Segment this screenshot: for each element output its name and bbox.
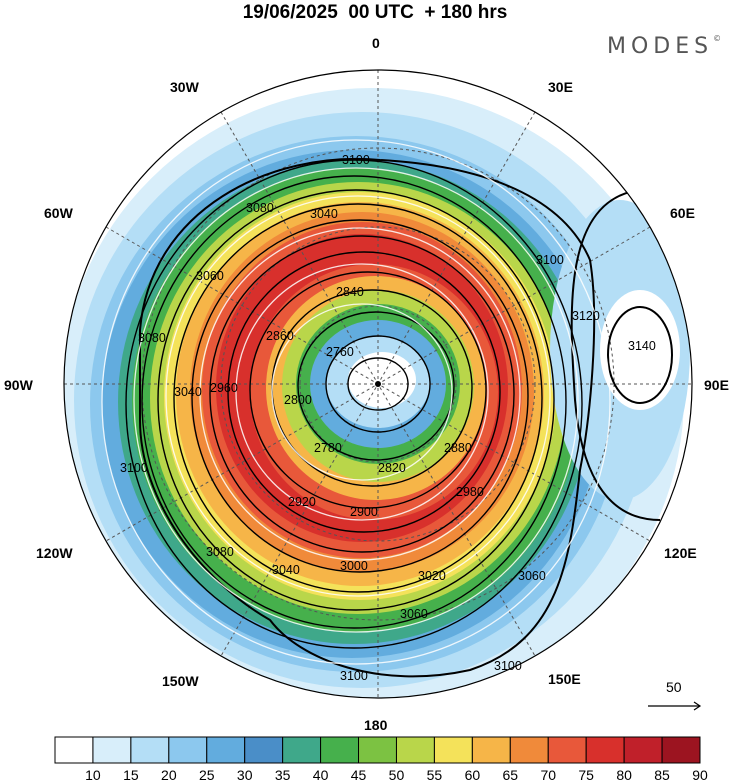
colorbar-label: 10 — [85, 767, 101, 782]
colorbar-label: 55 — [427, 767, 443, 782]
brand-mark: © — [713, 34, 722, 43]
lon-label-30w: 30W — [170, 79, 200, 95]
contour-label: 2840 — [336, 285, 364, 299]
lon-label-60w: 60W — [44, 205, 74, 221]
colorbar-swatch — [54, 736, 94, 764]
wind-arrows — [101, 139, 611, 665]
colorbar-swatch — [623, 736, 663, 764]
colorbar-label: 80 — [616, 767, 632, 782]
wind-reference-vector: 50 — [648, 679, 702, 711]
colorbar-label: 85 — [654, 767, 670, 782]
longitude-labels: 0 30E 60E 90E 120E 150E 180 150W 120W 90… — [4, 35, 729, 733]
lon-label-90w: 90W — [4, 377, 34, 393]
map-title: 19/06/2025 00 UTC + 180 hrs — [242, 2, 508, 23]
lon-label-150e: 150E — [548, 671, 581, 687]
colorbar-label: 40 — [313, 767, 329, 782]
brand-name: MODES — [607, 34, 714, 59]
contour-label: 2980 — [456, 485, 484, 499]
contour-label: 2900 — [350, 505, 378, 519]
contour-label: 3060 — [400, 607, 428, 621]
contour-label: 3100 — [536, 253, 564, 267]
contour-label: 2960 — [210, 381, 238, 395]
contour-label: 3100 — [342, 153, 370, 167]
colorbar-label: 60 — [465, 767, 481, 782]
colorbar-label: 20 — [161, 767, 177, 782]
contour-label: 3100 — [494, 659, 522, 673]
colorbar-swatch — [206, 736, 246, 764]
colorbar-label: 50 — [389, 767, 405, 782]
contour-label: 3000 — [340, 559, 368, 573]
colorbar-label: 30 — [237, 767, 253, 782]
contour-label: 3080 — [206, 545, 234, 559]
colorbar-swatch — [585, 736, 625, 764]
colorbar-swatch — [358, 736, 397, 764]
lon-label-120e: 120E — [664, 545, 697, 561]
contour-label: 2800 — [284, 393, 312, 407]
contour-label: 3100 — [120, 461, 148, 475]
colorbar-swatch — [661, 736, 701, 764]
contour-label-group: 3100 3080 3040 3060 2760 2780 2800 2820 … — [120, 153, 656, 683]
colorbar-swatch — [509, 736, 549, 764]
contour-label: 3040 — [310, 207, 338, 221]
colorbar-swatch — [547, 736, 587, 764]
south-pole-marker — [375, 381, 381, 387]
colorbar-swatch — [282, 736, 322, 764]
colorbar-label: 25 — [199, 767, 215, 782]
colorbar-label: 35 — [275, 767, 291, 782]
contour-label: 3020 — [418, 569, 446, 583]
colorbar-swatch — [320, 736, 360, 764]
colorbar-label: 65 — [503, 767, 519, 782]
wind-reference-label: 50 — [666, 679, 682, 695]
map-boundary — [63, 69, 693, 699]
colorbar-label: 75 — [578, 767, 594, 782]
lon-label-90e: 90E — [704, 377, 729, 393]
colorbar-swatch — [168, 736, 208, 764]
colorbar-swatch — [244, 736, 284, 764]
contour-label: 3120 — [572, 309, 600, 323]
colorbar-swatch — [471, 736, 511, 764]
contour-label: 3140 — [628, 339, 656, 353]
colorbar-swatch — [130, 736, 170, 764]
contour-label: 2860 — [266, 329, 294, 343]
lon-label-60e: 60E — [670, 205, 695, 221]
contour-label: 3080 — [138, 331, 166, 345]
colorbar-label: 15 — [123, 767, 139, 782]
contour-label: 3080 — [246, 201, 274, 215]
colorbar-label: 90 — [692, 767, 708, 782]
height-contours — [125, 158, 673, 678]
contour-label: 2760 — [326, 345, 354, 359]
colorbar-swatch — [395, 736, 435, 764]
colorbar-swatch — [92, 736, 132, 764]
contour-label: 3060 — [518, 569, 546, 583]
lon-label-120w: 120W — [36, 545, 73, 561]
contour-label: 3060 — [196, 269, 224, 283]
lon-label-30e: 30E — [548, 79, 573, 95]
contour-label: 3040 — [272, 563, 300, 577]
contour-label: 2880 — [444, 441, 472, 455]
lon-label-150w: 150W — [162, 673, 199, 689]
colorbar-swatch — [433, 736, 473, 764]
contour-label: 2920 — [288, 495, 316, 509]
colorbar: 10 15 20 25 30 35 40 45 50 55 60 65 70 75 80 85 90 — [54, 736, 708, 782]
brand-logo: MODES© — [607, 34, 721, 59]
colorbar-label: 45 — [351, 767, 367, 782]
lon-label-0: 0 — [372, 35, 380, 51]
contour-label: 2780 — [314, 441, 342, 455]
lon-label-180: 180 — [364, 717, 388, 733]
colorbar-label: 70 — [540, 767, 556, 782]
contour-label: 3100 — [340, 669, 368, 683]
contour-label: 2820 — [378, 461, 406, 475]
contour-label: 3040 — [174, 385, 202, 399]
